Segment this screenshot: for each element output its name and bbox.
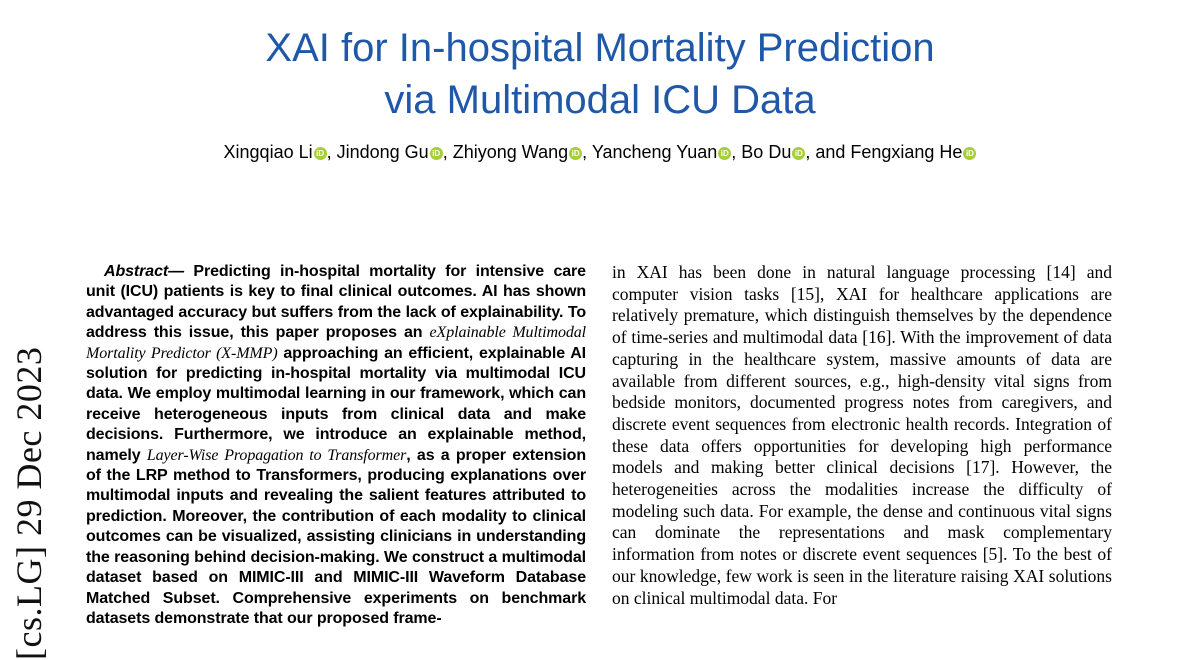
author-name: Zhiyong Wang [452, 142, 569, 162]
orcid-icon[interactable]: iD [792, 147, 806, 160]
abstract-text-segment-1: Predicting in-hospital mortality for int… [86, 263, 586, 342]
orcid-icon[interactable]: iD [429, 147, 443, 160]
author-separator: , [442, 142, 453, 162]
intro-paragraph: in XAI has been done in natural language… [612, 262, 1112, 608]
orcid-icon[interactable]: iD [963, 147, 977, 160]
title-line-2: via Multimodal ICU Data [384, 78, 816, 122]
abstract-text-segment-3: , as a proper extension of the LRP metho… [86, 446, 586, 627]
author-list: Xingqiao Li iD, Jindong Gu iD, Zhiyong Wan… [0, 142, 1200, 163]
orcid-icon[interactable]: iD [313, 147, 327, 160]
author-name: Xingqiao Li [223, 142, 313, 162]
two-column-body: Abstract— Predicting in-hospital mortali… [86, 262, 1112, 629]
author-separator: , and [805, 142, 851, 162]
arxiv-watermark: [cs.LG] 29 Dec 2023 [9, 346, 49, 660]
abstract-column: Abstract— Predicting in-hospital mortali… [86, 262, 586, 629]
orcid-icon[interactable]: iD [718, 147, 732, 160]
abstract-term-lwp-transformer: Layer-Wise Propagation to Transformer [146, 446, 407, 464]
author-separator: , [731, 142, 742, 162]
author-separator: , [582, 142, 592, 162]
title-line-1: XAI for In-hospital Mortality Prediction [265, 26, 935, 70]
author-name: Yancheng Yuan [591, 142, 718, 162]
abstract-label: Abstract— [104, 263, 194, 280]
abstract-paragraph: Abstract— Predicting in-hospital mortali… [86, 262, 586, 629]
author-name: Jindong Gu [336, 142, 429, 162]
abstract-term-xmmp: eXplainable Multimodal Mortality Predict… [86, 324, 586, 362]
author-separator: , [326, 142, 337, 162]
author-name: Fengxiang He [850, 142, 963, 162]
orcid-icon[interactable]: iD [569, 147, 583, 160]
paper-title: XAI for In-hospital Mortality Prediction… [0, 22, 1200, 126]
abstract-text-segment-2: approaching an efficient, explainable AI… [86, 344, 587, 464]
author-name: Bo Du [741, 142, 792, 162]
intro-column: in XAI has been done in natural language… [612, 262, 1112, 629]
